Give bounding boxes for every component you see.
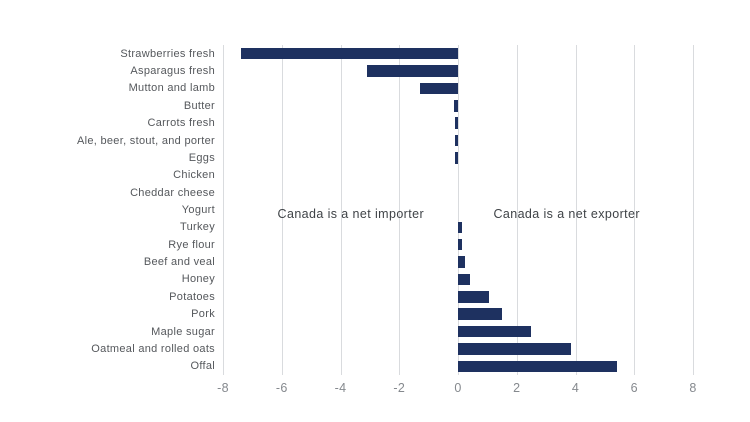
category-label-maple-sugar: Maple sugar	[151, 325, 215, 338]
bar-pork	[458, 308, 503, 320]
bar-ale-beer-stout-and-porter	[455, 134, 458, 147]
x-tick-label-4: 4	[571, 381, 580, 395]
bar-maple-sugar	[458, 325, 532, 338]
x-tick-label--4: -4	[334, 381, 347, 395]
category-label-mutton-and-lamb: Mutton and lamb	[128, 82, 215, 95]
bar-offal	[458, 360, 617, 373]
annotation-net-exporter: Canada is a net exporter	[493, 207, 640, 222]
gridline--8	[223, 45, 224, 375]
bar-rye-flour	[458, 238, 463, 251]
category-label-cheddar-cheese: Cheddar cheese	[130, 186, 215, 199]
x-tick-label-2: 2	[513, 381, 521, 395]
x-tick-label-0: 0	[454, 381, 462, 395]
category-label-oatmeal-and-rolled-oats: Oatmeal and rolled oats	[91, 342, 215, 355]
category-label-yogurt: Yogurt	[181, 204, 215, 216]
gridline--4	[340, 45, 342, 375]
category-label-honey: Honey	[181, 273, 215, 286]
bar-oatmeal-and-rolled-oats	[458, 343, 572, 355]
bar-turkey	[458, 221, 463, 234]
gridline-6	[634, 45, 636, 375]
bar-potatoes	[458, 291, 489, 303]
category-label-eggs: Eggs	[188, 151, 215, 164]
x-tick-label-8: 8	[689, 381, 697, 395]
bar-eggs	[455, 152, 458, 164]
bar-asparagus-fresh	[366, 65, 458, 77]
gridline-0	[458, 45, 459, 375]
x-tick-label--2: -2	[393, 381, 406, 395]
category-label-ale-beer-stout-and-porter: Ale, beer, stout, and porter	[76, 134, 215, 147]
bar-honey	[458, 273, 470, 286]
bar-beef-and-veal	[458, 256, 466, 268]
x-tick-label--6: -6	[275, 381, 288, 395]
annotation-net-importer: Canada is a net importer	[277, 207, 425, 222]
category-label-carrots-fresh: Carrots fresh	[147, 117, 215, 130]
bar-strawberries-fresh	[240, 47, 458, 60]
gridline-4	[575, 45, 577, 375]
category-label-potatoes: Potatoes	[169, 290, 215, 303]
category-label-turkey: Turkey	[179, 221, 215, 234]
category-label-strawberries-fresh: Strawberries fresh	[120, 47, 215, 60]
bar-butter	[453, 100, 458, 112]
category-label-beef-and-veal: Beef and veal	[143, 256, 215, 269]
category-label-pork: Pork	[191, 308, 215, 321]
gridline--6	[281, 45, 283, 375]
gridline-2	[516, 45, 518, 375]
category-label-butter: Butter	[183, 99, 215, 112]
x-tick-label-6: 6	[630, 381, 638, 395]
bar-carrots-fresh	[455, 117, 458, 129]
category-label-rye-flour: Rye flour	[168, 238, 215, 251]
category-label-asparagus-fresh: Asparagus fresh	[130, 65, 215, 78]
category-label-chicken: Chicken	[173, 169, 215, 182]
gridline-8	[693, 45, 694, 375]
bar-mutton-and-lamb	[419, 82, 458, 95]
x-tick-label--8: -8	[217, 381, 229, 395]
category-label-offal: Offal	[190, 360, 215, 373]
gridline--2	[399, 45, 401, 375]
